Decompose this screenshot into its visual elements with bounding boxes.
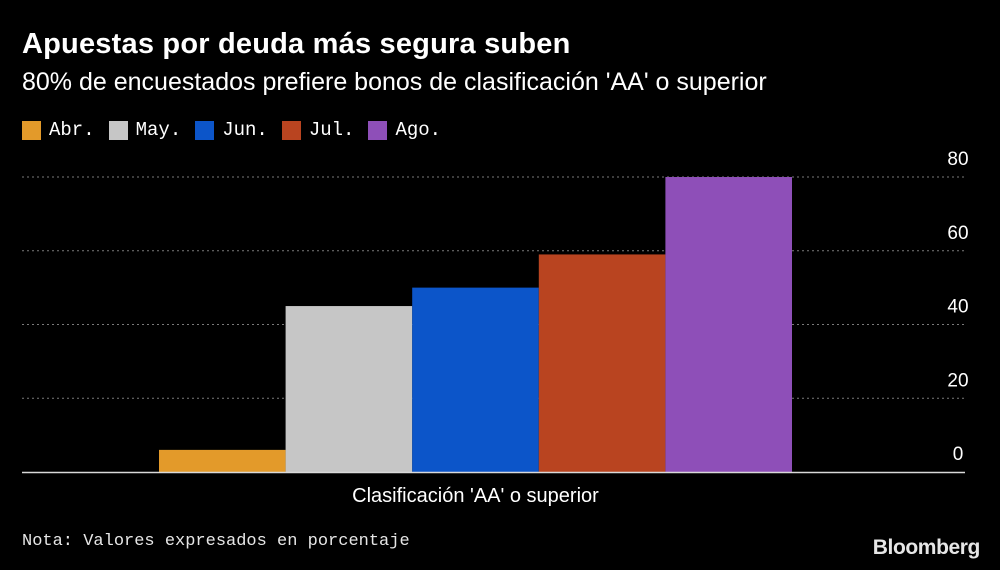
legend-swatch-jul [281,120,301,140]
footnote: Nota: Valores expresados en porcentaje [22,532,410,551]
legend-swatch-may [108,120,128,140]
y-tick-label: 0 [953,444,964,465]
chart-title: Apuestas por deuda más segura suben [22,28,571,60]
legend-item-jul: Jul. [281,119,355,141]
legend-item-may: May. [108,119,182,141]
y-tick-label: 60 [947,223,968,244]
legend-swatch-jun [195,120,215,140]
bar-ago [665,177,792,472]
bar-abr [159,449,286,472]
x-category-label: Clasificación 'AA' o superior [352,485,599,507]
legend-item-jun: Jun. [195,119,268,141]
legend-swatch-abr [22,120,41,140]
legend: Abr. May. Jun. Jul. Ago. [22,116,455,144]
legend-label-may: May. [135,119,182,141]
legend-label-jul: Jul. [308,119,355,141]
bloomberg-logo: Bloomberg [872,536,981,559]
bar-may [285,306,413,472]
legend-item-abr: Abr. [22,119,95,141]
legend-label-ago: Ago. [395,119,442,141]
chart-subtitle: 80% de encuestados prefiere bonos de cla… [22,68,767,96]
legend-swatch-ago [368,120,388,140]
legend-label-jun: Jun. [222,119,268,141]
legend-item-ago: Ago. [368,119,441,141]
legend-label-abr: Abr. [49,119,95,141]
y-tick-label: 40 [947,297,968,318]
bar-jul [538,254,666,472]
bar-jun [412,287,539,472]
y-tick-label: 20 [947,370,968,391]
y-tick-label: 80 [947,149,968,170]
